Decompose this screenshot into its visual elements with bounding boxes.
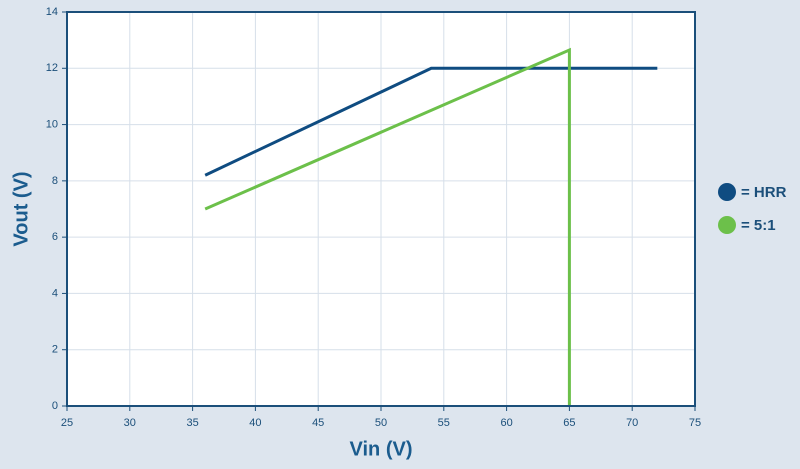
x-tick-label: 25 xyxy=(61,417,73,429)
x-axis-title: Vin (V) xyxy=(350,438,413,460)
x-tick-label: 70 xyxy=(626,417,638,429)
x-tick-label: 65 xyxy=(563,417,575,429)
legend-label: = 5:1 xyxy=(741,217,776,234)
x-tick-label: 40 xyxy=(249,417,261,429)
x-tick-label: 45 xyxy=(312,417,324,429)
y-tick-label: 12 xyxy=(46,62,58,74)
legend-marker xyxy=(718,183,736,201)
y-axis-title: Vout (V) xyxy=(10,171,32,246)
y-tick-label: 14 xyxy=(46,6,58,18)
x-tick-label: 35 xyxy=(186,417,198,429)
legend-label: = HRR xyxy=(741,184,787,201)
y-tick-label: 6 xyxy=(52,231,58,243)
series-line xyxy=(204,47,571,406)
y-tick-label: 10 xyxy=(46,118,58,130)
x-tick-label: 75 xyxy=(689,417,701,429)
y-tick-label: 4 xyxy=(52,287,58,299)
x-tick-label: 50 xyxy=(375,417,387,429)
legend-marker xyxy=(718,216,736,234)
y-tick-label: 8 xyxy=(52,175,58,187)
x-tick-label: 60 xyxy=(500,417,512,429)
x-tick-label: 30 xyxy=(124,417,136,429)
series-line xyxy=(204,66,658,177)
x-tick-label: 55 xyxy=(438,417,450,429)
y-tick-label: 2 xyxy=(52,344,58,356)
y-tick-label: 0 xyxy=(52,400,58,412)
